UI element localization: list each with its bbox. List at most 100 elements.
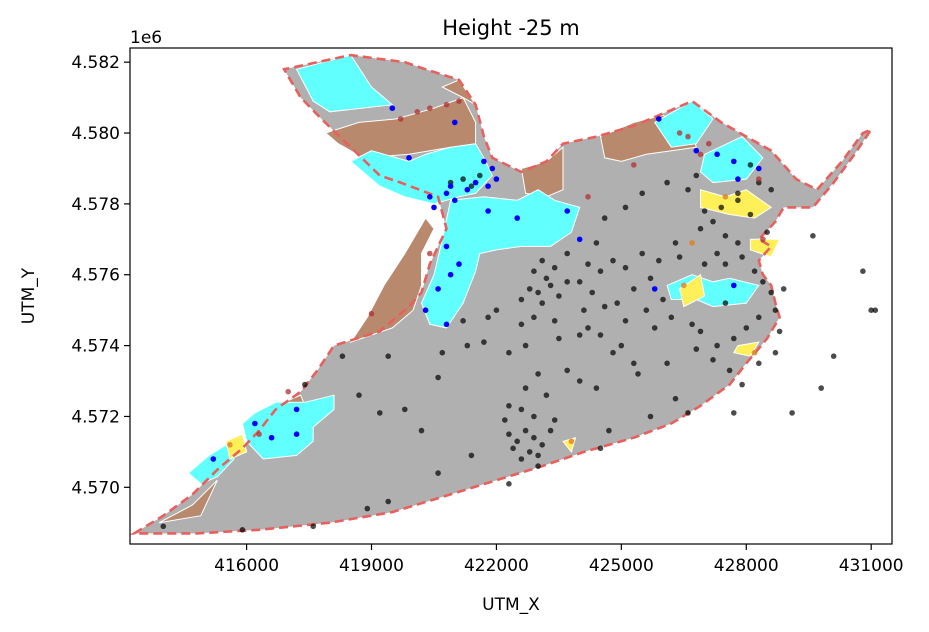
blue-point [464,186,471,193]
blue-point [651,286,658,292]
orange-point [751,349,758,356]
black-point [660,296,666,303]
black-point [539,300,545,306]
blue-point [431,204,437,211]
red-point [706,140,712,147]
blue-point [693,147,700,154]
black-point [676,254,683,260]
black-point [693,346,700,352]
red-point [427,105,433,111]
black-point [751,268,758,275]
black-point [718,204,725,211]
black-point [506,403,512,409]
blue-point [714,151,720,158]
blue-point [731,158,737,165]
black-point [531,314,537,321]
orange-point [568,438,575,445]
black-point [502,417,508,423]
black-point [576,378,583,384]
blue-point [389,105,396,111]
blue-point [514,215,520,221]
black-point [585,325,591,331]
y-tick-label: 4.580 [71,124,120,144]
black-point [739,381,745,388]
black-point [868,307,874,314]
black-point [385,353,392,360]
black-point [547,427,554,434]
black-point [539,442,545,448]
black-point [543,275,550,282]
y-tick-label: 4.576 [71,266,120,286]
black-point [310,523,317,530]
black-point [860,268,866,275]
black-point [576,279,583,285]
black-point [768,289,774,296]
blue-point [472,179,479,186]
brown-zone [158,479,218,524]
cyan-zone [420,189,581,329]
black-point [593,240,600,246]
black-point [531,413,537,420]
black-point [606,427,612,434]
black-point [685,410,691,416]
black-point [535,371,541,377]
black-point [402,406,408,413]
black-point [239,527,246,533]
x-axis-label: UTM_X [482,595,540,615]
red-point [368,310,375,317]
black-point [439,349,446,356]
black-point [672,395,679,402]
blue-point [443,243,450,250]
blue-point [564,208,570,214]
black-point [597,332,604,338]
black-point [764,229,770,235]
black-point [772,307,779,314]
black-point [551,417,558,423]
boundary-line [129,53,875,535]
orange-point [689,240,695,246]
blue-point [406,155,412,161]
black-point [564,279,570,285]
black-point [697,328,704,335]
black-point [506,431,512,438]
black-point [526,286,533,292]
blue-point [485,208,491,214]
black-point [710,357,716,363]
orange-point [227,442,233,448]
black-point [518,406,525,413]
y-axis-label: UTM_Y [19,267,39,324]
cyan-zone [349,143,493,205]
blue-point [485,183,491,189]
black-point [485,314,491,321]
black-point [610,349,616,356]
x-tick-label: 428000 [714,556,779,576]
black-point [701,208,708,214]
yellow-zone-layer [225,189,781,460]
blue-point [252,420,258,427]
black-point [722,233,729,239]
black-point [656,257,662,264]
black-point [535,452,541,459]
black-point [735,190,741,197]
x-tick-label: 431000 [839,556,904,576]
blue-point [447,271,454,278]
black-point [714,342,720,349]
black-point [631,286,637,292]
black-point [789,410,795,416]
x-axis: 416000 419000 422000 425000 428000 431000 [214,544,904,576]
black-point [581,307,587,314]
black-point [651,325,658,331]
black-point [714,250,720,257]
blue-point [456,261,462,267]
y-tick-label: 4.574 [71,337,120,357]
black-point [697,225,704,232]
black-point [377,410,383,416]
blue-point [435,286,441,292]
black-point [539,257,545,264]
black-point [643,307,650,314]
blue-point [293,406,300,413]
black-point [460,176,466,182]
blue-point [268,434,275,441]
black-point [731,335,737,342]
black-point [872,307,879,314]
